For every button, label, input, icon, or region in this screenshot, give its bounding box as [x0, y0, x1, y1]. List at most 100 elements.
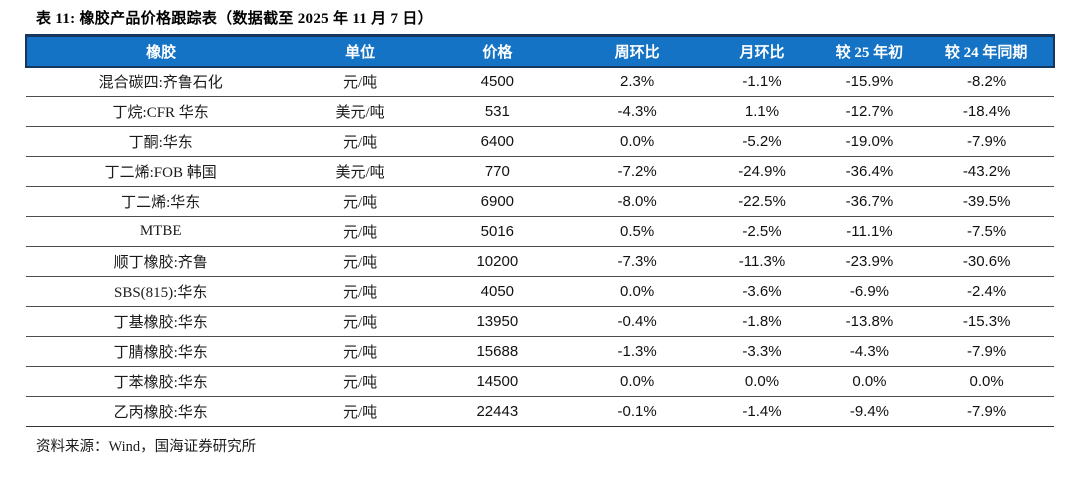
- product-cell: 丁酮:华东: [26, 126, 296, 157]
- table-row: 丁烷:CFR 华东 美元/吨 531 -4.3% 1.1% -12.7% -18.4%: [26, 96, 1054, 127]
- yoy-change-cell: -18.4%: [919, 96, 1054, 127]
- unit-cell: 元/吨: [295, 396, 425, 427]
- yoy-change-cell: -39.5%: [919, 186, 1054, 217]
- column-header: 较 25 年初: [819, 34, 920, 68]
- product-cell: 丁腈橡胶:华东: [26, 336, 296, 367]
- wow-change-cell: -0.4%: [569, 306, 705, 337]
- wow-change-cell: 0.0%: [569, 366, 705, 397]
- table-body: 混合碳四:齐鲁石化 元/吨 4500 2.3% -1.1% -15.9% -8.2% 丁烷:C…: [26, 66, 1054, 427]
- product-cell: 丁基橡胶:华东: [26, 306, 296, 337]
- wow-change-cell: -0.1%: [569, 396, 705, 427]
- mom-change-cell: 0.0%: [704, 366, 820, 397]
- ytd-change-cell: -6.9%: [819, 276, 920, 307]
- price-cell: 22443: [424, 396, 570, 427]
- price-cell: 14500: [424, 366, 570, 397]
- source-note: 资料来源：Wind，国海证券研究所: [36, 439, 257, 455]
- yoy-change-cell: -7.9%: [919, 396, 1054, 427]
- product-cell: MTBE: [26, 216, 296, 247]
- mom-change-cell: -2.5%: [704, 216, 820, 247]
- wow-change-cell: -7.2%: [569, 156, 705, 187]
- ytd-change-cell: 0.0%: [819, 366, 920, 397]
- unit-cell: 元/吨: [295, 186, 425, 217]
- table-row: 混合碳四:齐鲁石化 元/吨 4500 2.3% -1.1% -15.9% -8.2%: [26, 66, 1054, 97]
- product-cell: 混合碳四:齐鲁石化: [26, 66, 296, 97]
- mom-change-cell: -24.9%: [704, 156, 820, 187]
- mom-change-cell: -5.2%: [704, 126, 820, 157]
- yoy-change-cell: -43.2%: [919, 156, 1054, 187]
- yoy-change-cell: -30.6%: [919, 246, 1054, 277]
- unit-cell: 元/吨: [295, 336, 425, 367]
- mom-change-cell: -11.3%: [704, 246, 820, 277]
- table-row: 丁酮:华东 元/吨 6400 0.0% -5.2% -19.0% -7.9%: [26, 126, 1054, 157]
- mom-change-cell: -1.4%: [704, 396, 820, 427]
- table-row: 丁二烯:华东 元/吨 6900 -8.0% -22.5% -36.7% -39.5%: [26, 186, 1054, 217]
- yoy-change-cell: -2.4%: [919, 276, 1054, 307]
- mom-change-cell: -3.3%: [704, 336, 820, 367]
- wow-change-cell: -7.3%: [569, 246, 705, 277]
- ytd-change-cell: -9.4%: [819, 396, 920, 427]
- column-header: 单位: [295, 34, 425, 68]
- report-table-page: 表 11: 橡胶产品价格跟踪表（数据截至 2025 年 11 月 7 日） 橡胶…: [0, 7, 1080, 481]
- mom-change-cell: -1.1%: [704, 66, 820, 97]
- rubber-price-table: 橡胶 单位 价格 周环比 月环比较 25 年初较 24 年同期 混合碳四:齐鲁石化 元/吨…: [24, 34, 1055, 427]
- unit-cell: 元/吨: [295, 216, 425, 247]
- ytd-change-cell: -19.0%: [819, 126, 920, 157]
- column-header: 周环比: [569, 34, 705, 68]
- wow-change-cell: 2.3%: [569, 66, 705, 97]
- mom-change-cell: 1.1%: [704, 96, 820, 127]
- price-cell: 770: [424, 156, 570, 187]
- unit-cell: 元/吨: [295, 66, 425, 97]
- mom-change-cell: -3.6%: [704, 276, 820, 307]
- price-cell: 15688: [424, 336, 570, 367]
- yoy-change-cell: -15.3%: [919, 306, 1054, 337]
- table-row: SBS(815):华东 元/吨 4050 0.0% -3.6% -6.9% -2.4%: [26, 276, 1054, 307]
- product-cell: 顺丁橡胶:齐鲁: [26, 246, 296, 277]
- wow-change-cell: 0.5%: [569, 216, 705, 247]
- unit-cell: 美元/吨: [295, 156, 425, 187]
- ytd-change-cell: -12.7%: [819, 96, 920, 127]
- yoy-change-cell: -7.9%: [919, 126, 1054, 157]
- price-cell: 10200: [424, 246, 570, 277]
- price-cell: 4050: [424, 276, 570, 307]
- table-row: 丁腈橡胶:华东 元/吨 15688 -1.3% -3.3% -4.3% -7.9%: [26, 336, 1054, 367]
- table-row: 乙丙橡胶:华东 元/吨 22443 -0.1% -1.4% -9.4% -7.9%: [26, 396, 1054, 427]
- header-row: 橡胶 单位 价格 周环比 月环比较 25 年初较 24 年同期: [24, 34, 1055, 68]
- product-cell: 丁烷:CFR 华东: [26, 96, 296, 127]
- unit-cell: 元/吨: [295, 246, 425, 277]
- ytd-change-cell: -23.9%: [819, 246, 920, 277]
- wow-change-cell: 0.0%: [569, 126, 705, 157]
- column-header: 月环比: [704, 34, 820, 68]
- ytd-change-cell: -13.8%: [819, 306, 920, 337]
- unit-cell: 美元/吨: [295, 96, 425, 127]
- unit-cell: 元/吨: [295, 366, 425, 397]
- product-cell: 丁苯橡胶:华东: [26, 366, 296, 397]
- unit-cell: 元/吨: [295, 276, 425, 307]
- column-header: 较 24 年同期: [919, 34, 1055, 68]
- unit-cell: 元/吨: [295, 126, 425, 157]
- table-row: 顺丁橡胶:齐鲁 元/吨 10200 -7.3% -11.3% -23.9% -30.6%: [26, 246, 1054, 277]
- product-cell: 丁二烯:FOB 韩国: [26, 156, 296, 187]
- yoy-change-cell: -8.2%: [919, 66, 1054, 97]
- table-title: 表 11: 橡胶产品价格跟踪表（数据截至 2025 年 11 月 7 日）: [36, 11, 433, 27]
- wow-change-cell: -1.3%: [569, 336, 705, 367]
- wow-change-cell: 0.0%: [569, 276, 705, 307]
- price-cell: 5016: [424, 216, 570, 247]
- wow-change-cell: -8.0%: [569, 186, 705, 217]
- yoy-change-cell: 0.0%: [919, 366, 1054, 397]
- price-cell: 531: [424, 96, 570, 127]
- yoy-change-cell: -7.9%: [919, 336, 1054, 367]
- table-row: 丁基橡胶:华东 元/吨 13950 -0.4% -1.8% -13.8% -15.3%: [26, 306, 1054, 337]
- ytd-change-cell: -15.9%: [819, 66, 920, 97]
- ytd-change-cell: -36.4%: [819, 156, 920, 187]
- ytd-change-cell: -36.7%: [819, 186, 920, 217]
- price-cell: 6900: [424, 186, 570, 217]
- ytd-change-cell: -11.1%: [819, 216, 920, 247]
- unit-cell: 元/吨: [295, 306, 425, 337]
- price-cell: 4500: [424, 66, 570, 97]
- column-header: 价格: [424, 34, 570, 68]
- table-row: 丁二烯:FOB 韩国 美元/吨 770 -7.2% -24.9% -36.4% -43.2%: [26, 156, 1054, 187]
- price-cell: 13950: [424, 306, 570, 337]
- mom-change-cell: -22.5%: [704, 186, 820, 217]
- yoy-change-cell: -7.5%: [919, 216, 1054, 247]
- product-cell: 乙丙橡胶:华东: [26, 396, 296, 427]
